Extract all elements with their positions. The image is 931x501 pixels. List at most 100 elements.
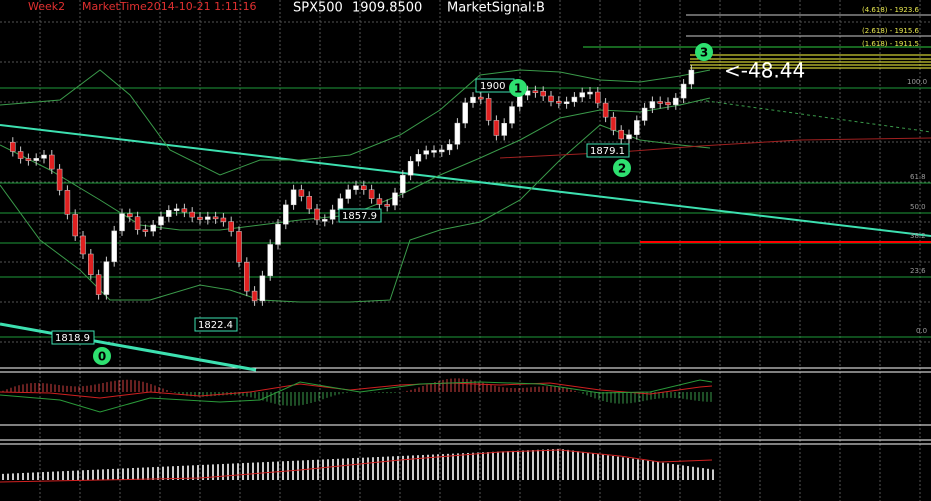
candle bbox=[649, 101, 656, 109]
candle bbox=[571, 96, 578, 102]
fib-cluster bbox=[690, 54, 931, 69]
candle bbox=[236, 231, 242, 263]
candle bbox=[392, 192, 398, 206]
candle bbox=[665, 102, 671, 106]
level-label: 50.0 bbox=[910, 203, 926, 211]
price-box bbox=[586, 143, 630, 158]
candle bbox=[470, 96, 476, 104]
candle bbox=[275, 223, 281, 245]
candle bbox=[17, 151, 24, 159]
candle bbox=[595, 91, 601, 104]
candle bbox=[33, 158, 39, 161]
candle bbox=[251, 290, 258, 302]
wave-label: 0 bbox=[98, 350, 106, 364]
candle bbox=[423, 150, 429, 155]
candle bbox=[173, 208, 180, 211]
lower-band bbox=[0, 124, 711, 303]
candle bbox=[228, 221, 234, 232]
candle bbox=[587, 91, 593, 95]
upper-band bbox=[0, 69, 711, 176]
candle bbox=[72, 214, 78, 237]
candle bbox=[446, 144, 453, 151]
candle bbox=[400, 174, 406, 194]
price-label: 1818.9 bbox=[55, 333, 90, 344]
candle bbox=[563, 101, 570, 104]
candle bbox=[127, 213, 133, 217]
fib-label: (4.618) - 1923.6 bbox=[862, 6, 920, 14]
candle bbox=[181, 208, 188, 213]
candle bbox=[415, 154, 422, 162]
candle bbox=[509, 106, 515, 124]
fib-label: (1.618) - 1911.5 bbox=[862, 40, 919, 48]
candle bbox=[322, 219, 328, 222]
candle bbox=[532, 90, 539, 93]
candle bbox=[189, 211, 195, 218]
candle bbox=[298, 189, 305, 197]
candle bbox=[134, 216, 141, 230]
candle bbox=[579, 92, 585, 98]
candles bbox=[10, 64, 695, 306]
candle bbox=[556, 101, 562, 104]
candle bbox=[384, 204, 390, 207]
symbol: SPX500 bbox=[293, 1, 343, 16]
level-label: 38.2 bbox=[910, 232, 926, 240]
candle bbox=[49, 154, 55, 170]
candle bbox=[641, 107, 648, 121]
candle bbox=[314, 208, 320, 221]
candle bbox=[634, 120, 640, 135]
candle bbox=[119, 213, 125, 232]
candle bbox=[548, 95, 554, 102]
wave-marker bbox=[695, 43, 713, 61]
price-label: 1900 bbox=[480, 81, 505, 92]
level-label: 61.8 bbox=[910, 173, 926, 181]
candle bbox=[205, 216, 211, 220]
level-label: 100.0 bbox=[907, 78, 927, 86]
candle bbox=[80, 235, 86, 255]
wave-label: 3 bbox=[700, 46, 708, 60]
wave-label: 1 bbox=[514, 82, 522, 96]
wave-marker bbox=[613, 159, 631, 177]
candle bbox=[259, 275, 266, 302]
candle bbox=[166, 210, 172, 217]
candle bbox=[439, 149, 445, 153]
signal: MarketSignal:B bbox=[447, 1, 545, 16]
candle bbox=[361, 185, 367, 190]
price-label: 1822.4 bbox=[198, 320, 233, 331]
price-box bbox=[194, 317, 238, 332]
candle bbox=[618, 129, 624, 140]
candle bbox=[150, 224, 156, 232]
wave-marker bbox=[509, 79, 527, 97]
candle bbox=[610, 116, 617, 131]
week: Week2 bbox=[28, 0, 65, 13]
candle bbox=[111, 230, 117, 262]
candle bbox=[267, 244, 273, 277]
candle bbox=[454, 122, 461, 145]
price-box bbox=[338, 208, 382, 223]
candle bbox=[485, 98, 492, 121]
candle bbox=[540, 91, 546, 97]
distance-label: <-48.44 bbox=[724, 59, 805, 83]
fib-ext-lines bbox=[686, 14, 931, 37]
candle bbox=[56, 168, 63, 191]
wave-marker bbox=[93, 347, 111, 365]
candle bbox=[376, 198, 383, 205]
price-label: 1879.1 bbox=[590, 146, 625, 157]
candle bbox=[368, 189, 375, 199]
candle bbox=[602, 102, 609, 118]
candle bbox=[10, 141, 16, 152]
red-ma bbox=[499, 137, 931, 159]
candle bbox=[88, 253, 94, 275]
candle bbox=[478, 96, 484, 100]
osc-line bbox=[0, 379, 713, 413]
candle bbox=[626, 134, 632, 140]
candle bbox=[212, 216, 219, 220]
trend-line bbox=[0, 124, 931, 237]
candle bbox=[680, 83, 687, 99]
price-label: 1857.9 bbox=[342, 211, 377, 222]
candle bbox=[688, 69, 695, 85]
candle bbox=[142, 229, 149, 232]
trend-line bbox=[0, 322, 257, 372]
candle bbox=[353, 185, 359, 190]
candle bbox=[244, 262, 250, 292]
